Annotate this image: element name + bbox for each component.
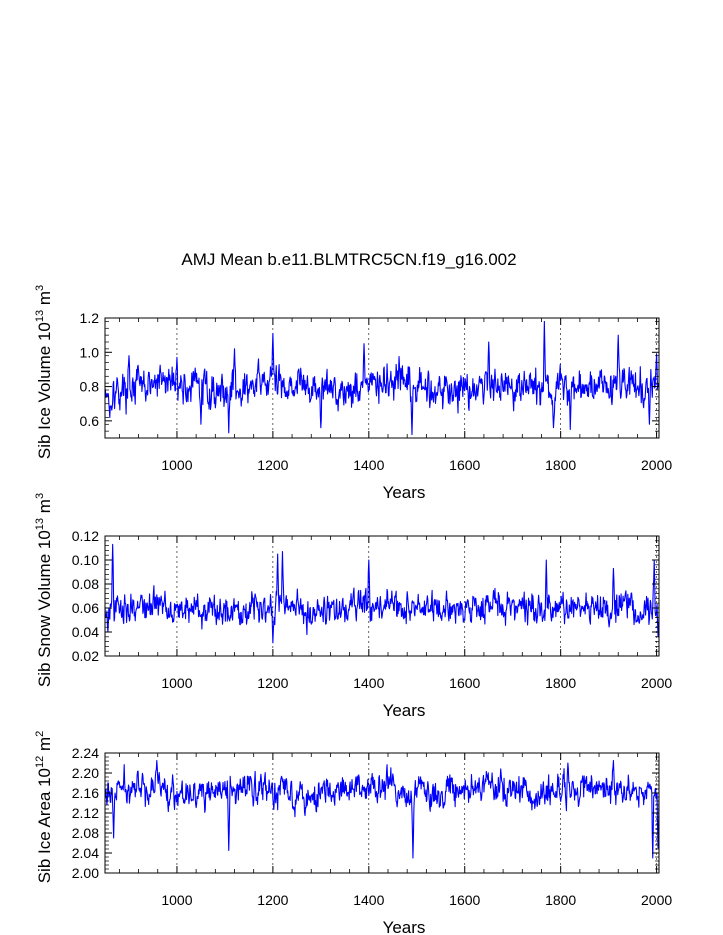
chart-panel-ice-area: 1000 1200 1400 1600 1800 2000 2.00 2.04 2.08 2.12… (34, 731, 672, 935)
x-tick-label: 2000 (641, 675, 672, 691)
y-tick-label: 2.20 (72, 765, 99, 781)
y-axis-label: Sib Snow Volume 1013 m3 (34, 493, 54, 687)
y-tick-label: 2.08 (72, 825, 99, 841)
chart-panel-ice-volume: 1000 1200 1400 1600 1800 2000 0.6 0.8 1.0 1.2 Year… (34, 285, 672, 502)
x-tick-label: 1800 (545, 892, 576, 908)
figure-title: AMJ Mean b.e11.BLMTRC5CN.f19_g16.002 (181, 250, 516, 269)
series-line-ice-area (104, 759, 660, 859)
y-tick-label: 1.0 (80, 344, 100, 360)
x-tick-label: 1800 (545, 457, 576, 473)
x-tick-label: 1600 (449, 892, 480, 908)
plot-frame (104, 317, 660, 439)
x-axis-label: Years (383, 483, 426, 502)
y-tick-label: 1.2 (80, 310, 100, 326)
x-tick-label: 1000 (161, 457, 192, 473)
x-axis-label: Years (383, 918, 426, 935)
x-tick-label: 2000 (641, 457, 672, 473)
y-tick-label: 2.12 (72, 805, 99, 821)
y-tick-label: 2.16 (72, 785, 99, 801)
x-tick-label: 2000 (641, 892, 672, 908)
y-tick-label: 2.24 (72, 745, 99, 761)
y-axis-label: Sib Ice Area 1012 m2 (34, 731, 54, 884)
y-tick-label: 0.10 (72, 552, 99, 568)
series-line-snow-volume (104, 543, 660, 644)
x-tick-label: 1200 (257, 675, 288, 691)
x-tick-label: 1200 (257, 892, 288, 908)
x-tick-label: 1000 (161, 892, 192, 908)
x-tick-label: 1200 (257, 457, 288, 473)
x-tick-label: 1000 (161, 675, 192, 691)
x-tick-label: 1600 (449, 457, 480, 473)
series-line-ice-volume (104, 320, 660, 436)
y-tick-label: 2.00 (72, 865, 99, 881)
chart-panel-snow-volume: 1000 1200 1400 1600 1800 2000 0.02 0.04 0.06 0.08… (34, 493, 672, 720)
y-tick-label: 0.08 (72, 576, 99, 592)
y-tick-label: 0.02 (72, 648, 99, 664)
x-axis-label: Years (383, 701, 426, 720)
y-tick-label: 0.06 (72, 600, 99, 616)
x-tick-label: 1600 (449, 675, 480, 691)
x-tick-label: 1400 (353, 892, 384, 908)
plot-frame (104, 752, 660, 874)
panels: 1000 1200 1400 1600 1800 2000 0.6 0.8 1.0 1.2 Year… (34, 285, 672, 935)
y-axis-label: Sib Ice Volume 1013 m3 (34, 285, 54, 459)
y-tick-label: 0.12 (72, 528, 99, 544)
plot-frame (104, 535, 660, 657)
x-tick-label: 1400 (353, 675, 384, 691)
x-tick-label: 1800 (545, 675, 576, 691)
y-tick-label: 0.6 (80, 413, 100, 429)
y-tick-label: 0.8 (80, 379, 100, 395)
y-tick-label: 2.04 (72, 845, 99, 861)
y-tick-label: 0.04 (72, 624, 99, 640)
x-tick-label: 1400 (353, 457, 384, 473)
